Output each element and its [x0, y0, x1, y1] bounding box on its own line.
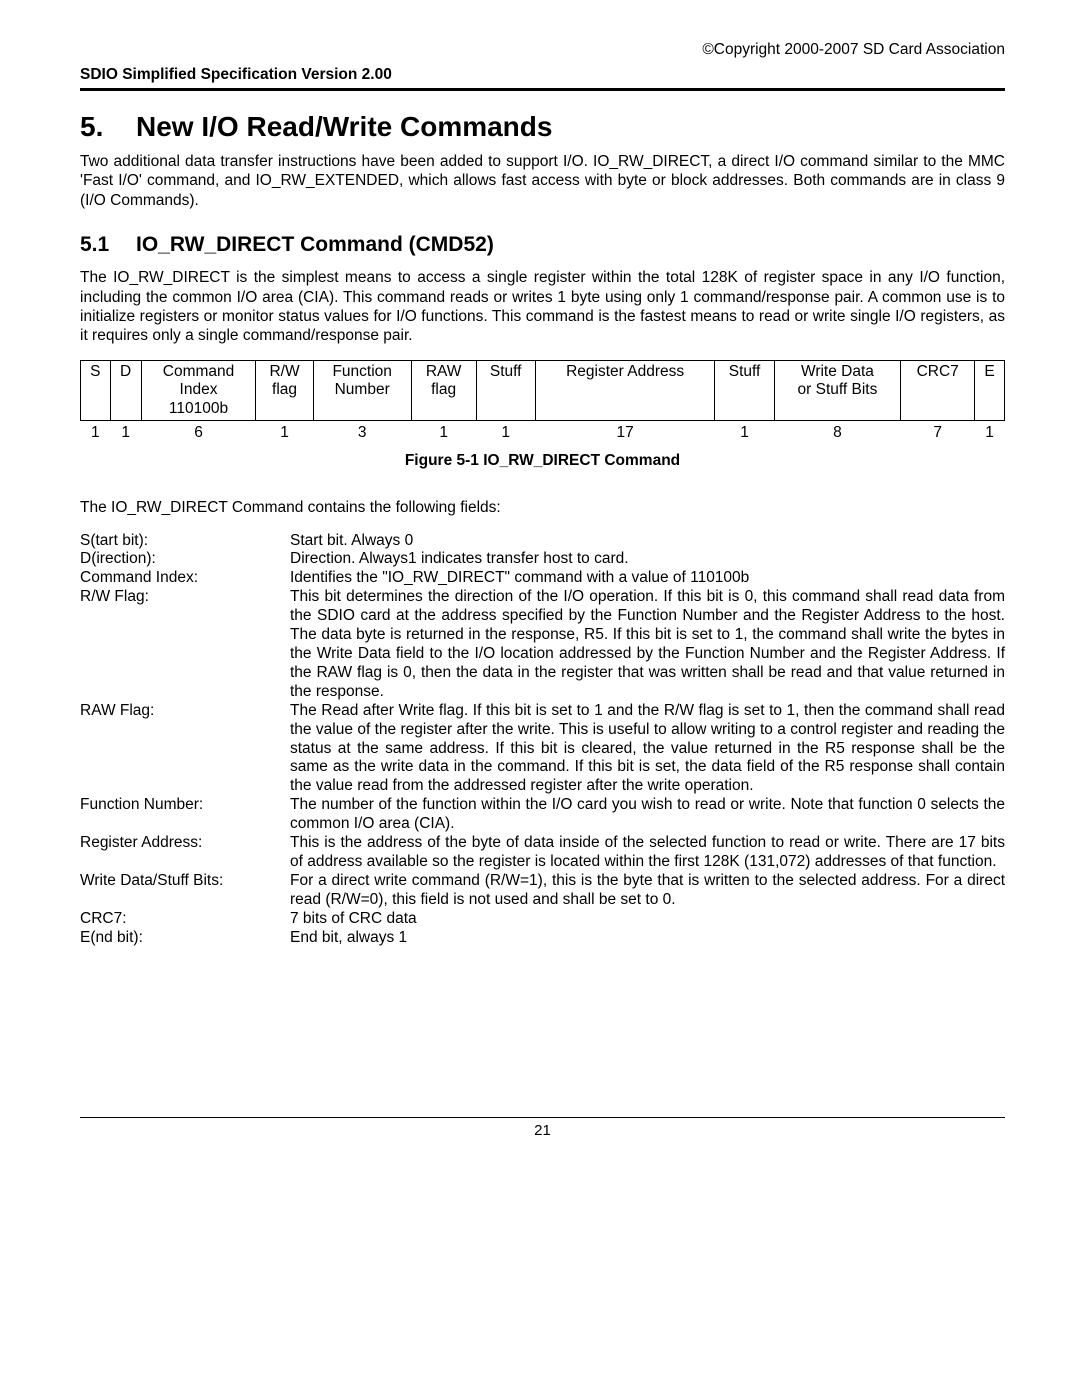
- section-number: 5.: [80, 109, 136, 144]
- field-desc: End bit, always 1: [290, 929, 1005, 948]
- field-label: Register Address:: [80, 834, 290, 872]
- w-rawflag: 1: [411, 421, 476, 445]
- field-label: D(irection):: [80, 550, 290, 569]
- section-intro: Two additional data transfer instruction…: [80, 152, 1005, 210]
- command-bitfield-table: S D CommandIndex110100b R/Wflag Function…: [80, 360, 1005, 445]
- field-label: R/W Flag:: [80, 588, 290, 701]
- field-desc: Direction. Always1 indicates transfer ho…: [290, 550, 1005, 569]
- col-funcnum: FunctionNumber: [313, 360, 411, 421]
- field-label: Write Data/Stuff Bits:: [80, 872, 290, 910]
- section-heading: 5.New I/O Read/Write Commands: [80, 109, 1005, 144]
- field-row: Write Data/Stuff Bits:For a direct write…: [80, 872, 1005, 910]
- field-desc: Identifies the "IO_RW_DIRECT" command wi…: [290, 569, 1005, 588]
- page-number: 21: [80, 1122, 1005, 1141]
- col-rawflag: RAWflag: [411, 360, 476, 421]
- field-row: CRC7:7 bits of CRC data: [80, 910, 1005, 929]
- field-desc: For a direct write command (R/W=1), this…: [290, 872, 1005, 910]
- col-cmdindex: CommandIndex110100b: [141, 360, 256, 421]
- field-row: S(tart bit):Start bit. Always 0: [80, 532, 1005, 551]
- field-desc: The Read after Write flag. If this bit i…: [290, 702, 1005, 797]
- field-row: Command Index:Identifies the "IO_RW_DIRE…: [80, 569, 1005, 588]
- field-row: R/W Flag:This bit determines the directi…: [80, 588, 1005, 701]
- page-footer: 21: [80, 1117, 1005, 1141]
- field-definitions: S(tart bit):Start bit. Always 0 D(irecti…: [80, 532, 1005, 948]
- copyright-text: ©Copyright 2000-2007 SD Card Association: [80, 40, 1005, 59]
- w-writedata: 8: [774, 421, 900, 445]
- col-s: S: [81, 360, 111, 421]
- fields-intro: The IO_RW_DIRECT Command contains the fo…: [80, 498, 1005, 517]
- field-label: RAW Flag:: [80, 702, 290, 797]
- section-title: New I/O Read/Write Commands: [136, 111, 552, 142]
- w-s: 1: [81, 421, 111, 445]
- w-rwflag: 1: [256, 421, 313, 445]
- col-stuff1: Stuff: [476, 360, 535, 421]
- col-rwflag: R/Wflag: [256, 360, 313, 421]
- subsection-body: The IO_RW_DIRECT is the simplest means t…: [80, 268, 1005, 346]
- field-label: Function Number:: [80, 796, 290, 834]
- field-row: D(irection):Direction. Always1 indicates…: [80, 550, 1005, 569]
- subsection-heading: 5.1IO_RW_DIRECT Command (CMD52): [80, 232, 1005, 258]
- field-row: Function Number:The number of the functi…: [80, 796, 1005, 834]
- figure-caption: Figure 5-1 IO_RW_DIRECT Command: [80, 451, 1005, 470]
- w-regaddr: 17: [535, 421, 715, 445]
- w-funcnum: 3: [313, 421, 411, 445]
- w-cmdindex: 6: [141, 421, 256, 445]
- field-label: E(nd bit):: [80, 929, 290, 948]
- col-d: D: [110, 360, 141, 421]
- subsection-title: IO_RW_DIRECT Command (CMD52): [136, 233, 494, 256]
- footer-rule: [80, 1117, 1005, 1118]
- w-stuff1: 1: [476, 421, 535, 445]
- field-label: S(tart bit):: [80, 532, 290, 551]
- field-label: CRC7:: [80, 910, 290, 929]
- field-desc: 7 bits of CRC data: [290, 910, 1005, 929]
- table-width-row: 1 1 6 1 3 1 1 17 1 8 7 1: [81, 421, 1005, 445]
- col-stuff2: Stuff: [715, 360, 774, 421]
- w-stuff2: 1: [715, 421, 774, 445]
- w-d: 1: [110, 421, 141, 445]
- col-e: E: [975, 360, 1005, 421]
- w-crc7: 7: [901, 421, 975, 445]
- field-desc: This bit determines the direction of the…: [290, 588, 1005, 701]
- w-e: 1: [975, 421, 1005, 445]
- col-regaddr: Register Address: [535, 360, 715, 421]
- col-writedata: Write Dataor Stuff Bits: [774, 360, 900, 421]
- field-desc: The number of the function within the I/…: [290, 796, 1005, 834]
- field-row: Register Address:This is the address of …: [80, 834, 1005, 872]
- col-crc7: CRC7: [901, 360, 975, 421]
- field-label: Command Index:: [80, 569, 290, 588]
- field-desc: This is the address of the byte of data …: [290, 834, 1005, 872]
- table-header-row: S D CommandIndex110100b R/Wflag Function…: [81, 360, 1005, 421]
- field-row: RAW Flag:The Read after Write flag. If t…: [80, 702, 1005, 797]
- field-desc: Start bit. Always 0: [290, 532, 1005, 551]
- header-rule: [80, 88, 1005, 91]
- subsection-number: 5.1: [80, 232, 136, 258]
- field-row: E(nd bit):End bit, always 1: [80, 929, 1005, 948]
- spec-title: SDIO Simplified Specification Version 2.…: [80, 65, 1005, 84]
